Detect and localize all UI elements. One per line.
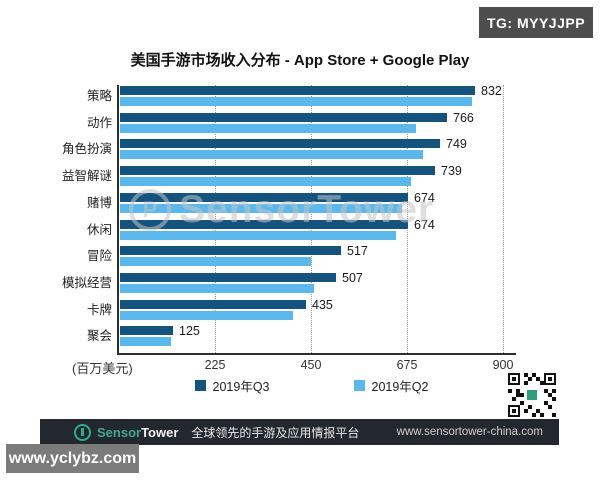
chart-title: 美国手游市场收入分布 - App Store + Google Play [130, 52, 470, 69]
x-tick-675: 675 [396, 358, 418, 372]
brand-tower: Tower [141, 424, 179, 440]
legend: 2019年Q3 2019年Q2 [119, 376, 504, 395]
bar-q3-休闲 [120, 220, 408, 229]
bar-q3-策略 [120, 86, 475, 95]
value-label-模拟经营: 507 [342, 271, 363, 285]
brand-sensor: Sensor [97, 424, 142, 440]
category-label-益智解谜: 益智解谜 [61, 169, 112, 183]
watermark-site-badge: www.yclybz.com [6, 444, 139, 473]
value-label-聚会: 125 [179, 324, 200, 338]
value-label-冒险: 517 [347, 244, 368, 258]
category-label-冒险: 冒险 [86, 249, 112, 263]
gridline-900 [503, 85, 504, 353]
category-label-模拟经营: 模拟经营 [61, 276, 112, 290]
bar-q3-益智解谜 [120, 166, 435, 175]
category-label-休闲: 休闲 [86, 223, 112, 237]
gridline-450 [311, 85, 312, 353]
bar-q3-角色扮演 [120, 139, 440, 148]
bar-q2-动作 [120, 124, 416, 133]
category-label-策略: 策略 [86, 89, 112, 103]
legend-item-q2: 2019年Q2 [353, 376, 429, 395]
value-label-休闲: 674 [414, 218, 435, 232]
x-axis-line [117, 353, 516, 355]
bar-q2-模拟经营 [120, 284, 314, 293]
category-label-聚会: 聚会 [86, 329, 112, 343]
sensortower-brand: SensorTower [97, 425, 178, 440]
y-axis-line [117, 85, 119, 354]
value-label-动作: 766 [453, 111, 474, 125]
bar-chart-plot: P SensorTower 832 766 749 739 674 674 517 507 43… [119, 84, 504, 353]
value-label-卡牌: 435 [312, 298, 333, 312]
category-label-赌博: 赌博 [86, 196, 112, 210]
bar-q2-益智解谜 [120, 177, 411, 186]
bar-q3-聚会 [120, 326, 173, 335]
legend-item-q3: 2019年Q3 [194, 376, 270, 395]
bar-q3-赌博 [120, 193, 408, 202]
x-axis-unit-label: (百万美元) [72, 361, 133, 376]
legend-q2-label: 2019年Q2 [371, 380, 429, 394]
legend-q3-label: 2019年Q3 [212, 380, 270, 394]
telegram-badge: TG: MYYJJPP [479, 7, 593, 38]
value-label-益智解谜: 739 [441, 164, 462, 178]
bar-q2-角色扮演 [120, 150, 423, 159]
bar-q2-冒险 [120, 257, 311, 266]
category-label-卡牌: 卡牌 [86, 303, 112, 317]
bar-q2-赌博 [120, 204, 402, 213]
value-label-赌博: 674 [414, 191, 435, 205]
gridline-225 [215, 85, 216, 353]
category-label-动作: 动作 [86, 116, 112, 130]
value-label-角色扮演: 749 [446, 137, 467, 151]
gridline-675 [407, 85, 408, 353]
legend-q3-swatch [194, 380, 206, 391]
x-tick-450: 450 [300, 358, 322, 372]
bar-q2-休闲 [120, 231, 396, 240]
bar-q3-模拟经营 [120, 273, 336, 282]
bar-q2-卡牌 [120, 311, 293, 320]
category-label-角色扮演: 角色扮演 [61, 142, 112, 156]
footer-tagline: 全球领先的手游及应用情报平台 [191, 425, 360, 440]
legend-q2-swatch [353, 380, 365, 391]
sensortower-logo-icon [74, 423, 91, 441]
bar-q3-冒险 [120, 246, 341, 255]
qr-code [507, 372, 557, 418]
bar-q3-卡牌 [120, 300, 306, 309]
footer-bar: SensorTower 全球领先的手游及应用情报平台 www.sensortow… [40, 419, 559, 445]
x-tick-225: 225 [204, 358, 226, 372]
bar-q2-聚会 [120, 337, 171, 346]
value-label-策略: 832 [481, 84, 502, 98]
bar-q3-动作 [120, 113, 447, 122]
x-tick-900: 900 [492, 358, 514, 372]
bar-q2-策略 [120, 97, 472, 106]
footer-url: www.sensortower-china.com [396, 426, 543, 438]
